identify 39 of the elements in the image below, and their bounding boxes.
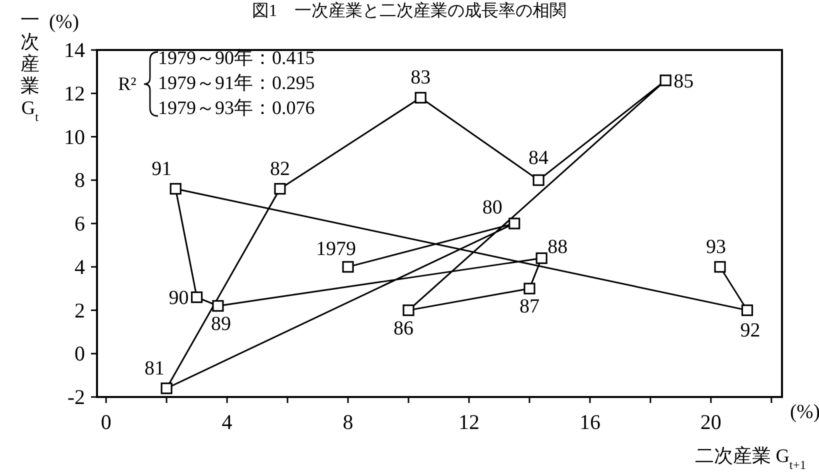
point-label: 85 xyxy=(674,70,694,92)
r2: R² xyxy=(118,74,136,95)
point-label: 89 xyxy=(210,312,231,335)
ylabel: 一次産業G$_{t}$ xyxy=(20,10,40,124)
point-label: 88 xyxy=(548,236,568,258)
point-label: 82 xyxy=(270,158,290,180)
y-tick: 2 xyxy=(74,298,85,322)
x-tick: 16 xyxy=(579,410,600,434)
xlabel: 二次産業 G$_{t+1}$ xyxy=(694,446,806,472)
r2-line: 1979～91年：0.295 xyxy=(158,73,315,94)
point-label: 81 xyxy=(144,357,165,380)
point-label: 80 xyxy=(482,196,502,218)
y-tick: 10 xyxy=(64,124,85,149)
y-tick: 8 xyxy=(74,168,85,192)
y-tick: 6 xyxy=(74,212,85,236)
x-tick: 0 xyxy=(100,410,112,434)
y-tick: 0 xyxy=(74,342,85,366)
point-label: 91 xyxy=(152,158,172,180)
y-tick: 12 xyxy=(64,81,85,106)
point-label: 1979 xyxy=(316,238,356,260)
point-label: 93 xyxy=(706,236,726,258)
x-tick: 20 xyxy=(700,410,722,434)
y-tick: 14 xyxy=(64,38,85,62)
title: 図1 一次産業と二次産業の成長率の相関 xyxy=(252,1,566,20)
point-label: 92 xyxy=(740,319,760,342)
y-tick: 4 xyxy=(74,254,85,279)
point-label: 83 xyxy=(410,66,431,89)
point-label: 86 xyxy=(394,317,414,340)
r2-line: 1979～93年：0.076 xyxy=(158,98,315,119)
r2-line: 1979～90年：0.415 xyxy=(158,48,315,69)
x-tick: 8 xyxy=(342,410,354,434)
point-label: 90 xyxy=(168,287,189,310)
point-label: 87 xyxy=(519,296,540,318)
x-tick: 4 xyxy=(222,410,232,434)
x-tick: 12 xyxy=(458,410,480,434)
point-label: 84 xyxy=(528,147,549,170)
x-unit: (%) xyxy=(790,401,819,423)
y-unit: (%) xyxy=(49,11,79,33)
y-tick: -2 xyxy=(68,385,85,409)
